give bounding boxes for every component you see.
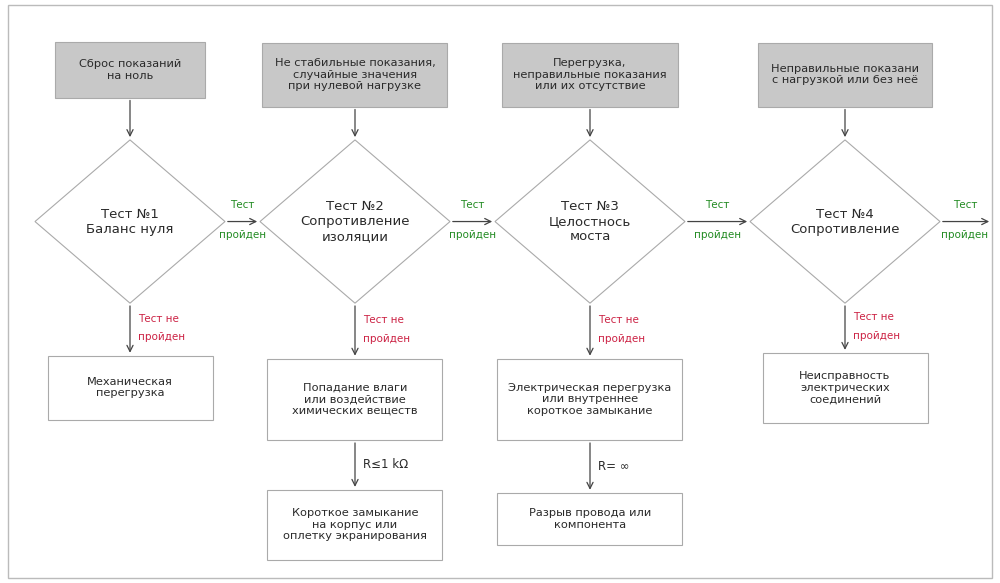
Text: пройден: пройден (138, 332, 185, 342)
FancyBboxPatch shape (497, 359, 682, 440)
Text: Механическая
перегрузка: Механическая перегрузка (87, 377, 173, 399)
Text: пройден: пройден (598, 333, 645, 344)
Text: Сброс показаний
на ноль: Сброс показаний на ноль (79, 59, 181, 81)
FancyBboxPatch shape (48, 356, 213, 420)
Text: Тест не: Тест не (853, 312, 894, 322)
Text: пройден: пройден (694, 230, 741, 240)
Text: Разрыв провода или
компонента: Разрыв провода или компонента (529, 508, 651, 530)
Text: Неисправность
электрических
соединений: Неисправность электрических соединений (799, 371, 891, 404)
Text: пройден: пройден (219, 230, 266, 240)
Text: Тест: Тест (705, 200, 730, 210)
Text: Тест: Тест (953, 200, 977, 210)
Text: Неправильные показани
с нагрузкой или без неё: Неправильные показани с нагрузкой или бе… (771, 64, 919, 86)
Text: пройден: пройден (449, 230, 496, 240)
Polygon shape (260, 140, 450, 303)
FancyBboxPatch shape (267, 490, 442, 560)
Text: Не стабильные показания,
случайные значения
при нулевой нагрузке: Не стабильные показания, случайные значе… (275, 58, 435, 91)
Text: Тест №1
Баланс нуля: Тест №1 Баланс нуля (86, 208, 174, 236)
Text: Тест: Тест (460, 200, 485, 210)
FancyBboxPatch shape (758, 43, 932, 107)
Text: Тест не: Тест не (363, 315, 404, 325)
Text: Тест не: Тест не (598, 315, 639, 325)
Text: пройден: пройден (941, 230, 989, 240)
Text: Тест: Тест (230, 200, 255, 210)
Polygon shape (495, 140, 685, 303)
Text: Тест №3
Целостнось
моста: Тест №3 Целостнось моста (549, 200, 631, 243)
FancyBboxPatch shape (497, 493, 682, 545)
FancyBboxPatch shape (502, 43, 678, 107)
Text: Короткое замыкание
на корпус или
оплетку экранирования: Короткое замыкание на корпус или оплетку… (283, 508, 427, 541)
Text: R≤1 kΩ: R≤1 kΩ (363, 458, 408, 472)
FancyBboxPatch shape (267, 359, 442, 440)
Text: пройден: пройден (853, 331, 900, 341)
Text: Тест №2
Сопротивление
изоляции: Тест №2 Сопротивление изоляции (300, 200, 410, 243)
Text: пройден: пройден (363, 333, 410, 344)
Text: Попадание влаги
или воздействие
химических веществ: Попадание влаги или воздействие химическ… (292, 383, 418, 416)
Text: R= ∞: R= ∞ (598, 460, 630, 473)
FancyBboxPatch shape (262, 43, 447, 107)
Text: Тест не: Тест не (138, 314, 179, 324)
FancyBboxPatch shape (763, 353, 928, 423)
Text: Тест №4
Сопротивление: Тест №4 Сопротивление (790, 208, 900, 236)
Text: Перегрузка,
неправильные показания
или их отсутствие: Перегрузка, неправильные показания или и… (513, 58, 667, 91)
FancyBboxPatch shape (55, 43, 205, 97)
Polygon shape (35, 140, 225, 303)
Polygon shape (750, 140, 940, 303)
Text: Электрическая перегрузка
или внутреннее
короткое замыкание: Электрическая перегрузка или внутреннее … (508, 383, 672, 416)
